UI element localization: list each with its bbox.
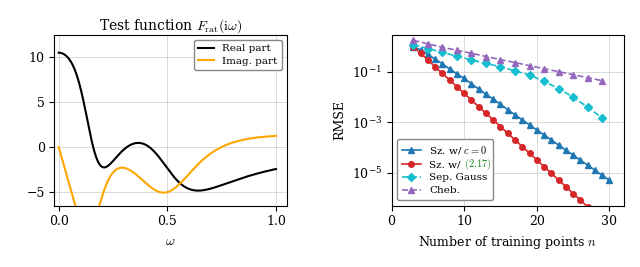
Title: Test function $F_{\mathrm{rat}}(\mathrm{i}\omega)$: Test function $F_{\mathrm{rat}}(\mathrm{… (99, 17, 243, 35)
Real part (161, 163, 168, 166)
Real part (272, 167, 280, 171)
Real part (266, 169, 273, 172)
Imag. part (266, 135, 273, 138)
X-axis label: $\omega$: $\omega$ (165, 234, 176, 248)
Imag. part (266, 135, 274, 138)
Y-axis label: RMSE: RMSE (333, 100, 346, 140)
Text: $(2.17)$: $(2.17)$ (464, 157, 492, 172)
Imag. part (226, 142, 234, 145)
Imag. part (272, 134, 280, 138)
Legend: Sz. w/ $c = 0$, Sz. w/ , Sep. Gauss, Cheb.: Sz. w/ $c = 0$, Sz. w/ , Sep. Gauss, Che… (397, 139, 493, 200)
Imag. part (155, 190, 163, 193)
Real part (66, 58, 74, 62)
X-axis label: Number of training points $n$: Number of training points $n$ (419, 234, 597, 251)
Imag. part (161, 191, 168, 194)
Line: Real part: Real part (59, 53, 276, 191)
Real part (195, 189, 202, 192)
Legend: Real part, Imag. part: Real part, Imag. part (194, 40, 282, 70)
Real part (155, 155, 163, 158)
Imag. part (84, 230, 92, 233)
Real part (266, 169, 274, 172)
Imag. part (55, 146, 63, 149)
Real part (55, 51, 63, 54)
Line: Imag. part: Imag. part (59, 136, 276, 231)
Real part (226, 180, 234, 184)
Imag. part (66, 185, 74, 188)
